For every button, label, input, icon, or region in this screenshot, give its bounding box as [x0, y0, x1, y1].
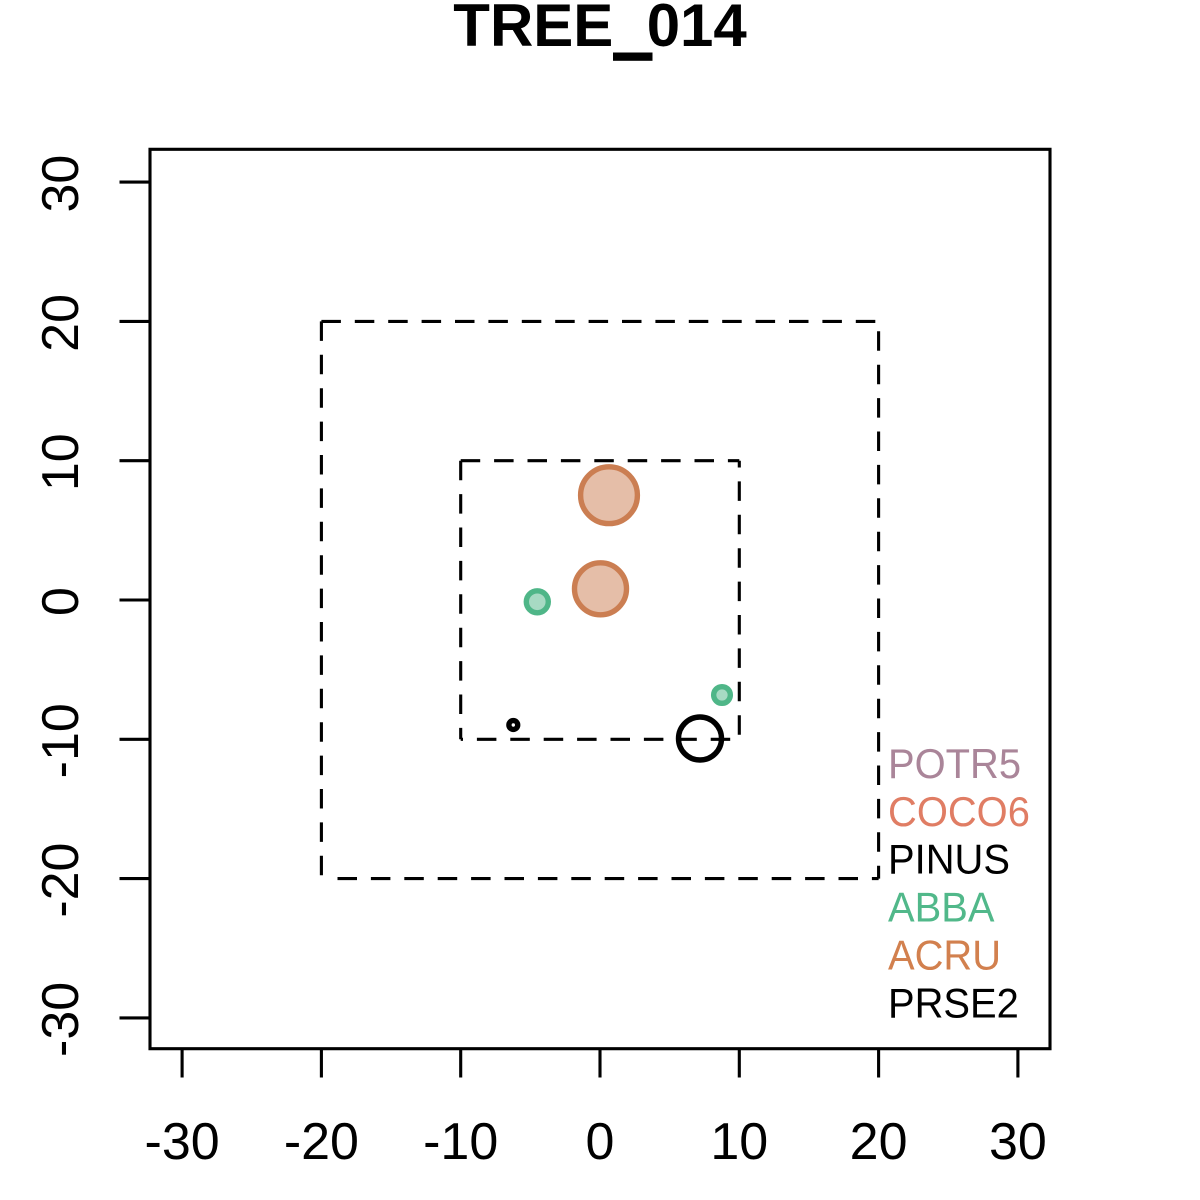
- svg-text:ACRU: ACRU: [888, 932, 1001, 979]
- svg-text:-10: -10: [32, 703, 90, 778]
- svg-text:-10: -10: [423, 1113, 498, 1171]
- svg-text:30: 30: [989, 1113, 1047, 1171]
- svg-text:POTR5: POTR5: [888, 740, 1021, 787]
- svg-text:014: 014: [647, 0, 748, 59]
- svg-text:20: 20: [32, 294, 90, 352]
- svg-text:20: 20: [850, 1113, 908, 1171]
- svg-text:-20: -20: [284, 1113, 359, 1171]
- svg-text:PRSE2: PRSE2: [888, 980, 1019, 1027]
- svg-text:-30: -30: [32, 982, 90, 1057]
- svg-text:-30: -30: [145, 1113, 220, 1171]
- svg-text:PINUS: PINUS: [888, 836, 1010, 883]
- svg-text:10: 10: [710, 1113, 768, 1171]
- svg-text:0: 0: [32, 587, 90, 616]
- svg-text:0: 0: [586, 1113, 615, 1171]
- svg-text:-20: -20: [32, 843, 90, 918]
- svg-text:TREE: TREE: [453, 0, 613, 59]
- svg-text:10: 10: [32, 433, 90, 491]
- svg-text:ABBA: ABBA: [888, 884, 995, 931]
- svg-text:COCO6: COCO6: [888, 788, 1030, 835]
- svg-text:30: 30: [32, 155, 90, 213]
